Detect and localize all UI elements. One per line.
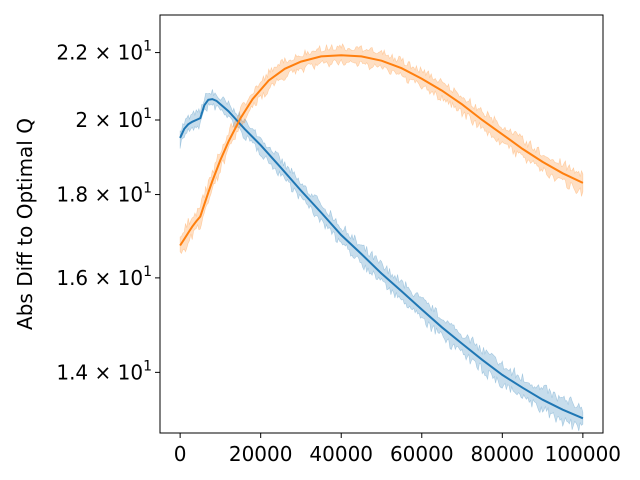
y-tick-label: 2 × 101 [75,106,152,132]
y-tick-label: 1.8 × 101 [56,181,152,207]
x-tick-label: 60000 [390,442,454,466]
y-tick-label: 1.6 × 101 [56,264,152,290]
x-tick-label: 100000 [545,442,621,466]
series-1-line [179,98,584,420]
confidence-bands [179,43,584,432]
x-tick-label: 80000 [471,442,535,466]
x-tick-label: 0 [174,442,187,466]
x-tick-label: 20000 [229,442,293,466]
series-lines [179,54,584,420]
series-1-band [179,89,584,432]
series-2-band [179,43,584,255]
y-axis: 1.4 × 101 1.6 × 101 1.8 × 101 2 × 101 2.2 × … [56,39,160,384]
plot-frame [159,14,604,434]
series-2-line [179,54,584,247]
y-tick-label: 1.4 × 101 [56,358,152,384]
x-tick-label: 40000 [309,442,373,466]
y-tick-label: 2.2 × 101 [56,39,152,65]
x-axis: 0 20000 40000 60000 80000 100000 [174,433,621,466]
y-axis-label: Abs Diff to Optimal Q [13,118,37,330]
